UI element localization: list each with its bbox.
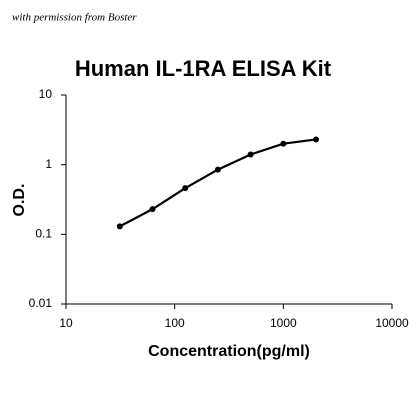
data-point <box>247 151 254 158</box>
y-tick-label: 10 <box>39 87 53 101</box>
y-tick-label: 1 <box>45 157 52 171</box>
y-tick-label: 0.01 <box>29 296 53 310</box>
y-tick-label: 0.1 <box>35 227 52 241</box>
watermark: with permission from Boster <box>12 12 137 24</box>
data-point <box>116 223 123 230</box>
y-axis-label: O.D. <box>11 184 28 217</box>
data-line <box>119 138 317 228</box>
data-point <box>214 166 221 173</box>
chart-title: Human IL-1RA ELISA Kit <box>75 56 332 81</box>
x-tick-label: 10000 <box>375 316 409 330</box>
data-point <box>280 140 287 147</box>
data-point <box>313 136 320 143</box>
x-tick-label: 100 <box>165 316 185 330</box>
data-point <box>149 206 156 213</box>
x-axis-label: Concentration(pg/ml) <box>148 343 310 360</box>
data-point <box>182 185 189 192</box>
x-tick-label: 10 <box>59 316 73 330</box>
x-tick-label: 1000 <box>270 316 297 330</box>
